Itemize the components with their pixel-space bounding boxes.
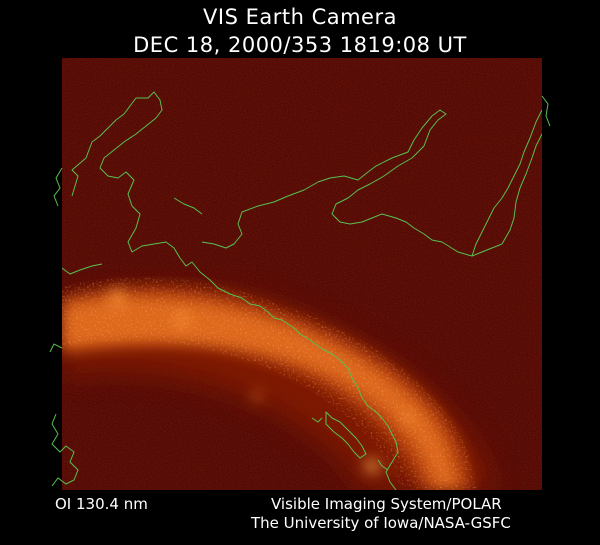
institution-credit: The University of Iowa/NASA-GSFC xyxy=(251,514,511,532)
aurora-bright-spots xyxy=(108,289,413,473)
earth-camera-svg xyxy=(62,58,542,490)
image-title: VIS Earth Camera xyxy=(203,5,397,29)
coastline-peninsula xyxy=(325,411,367,459)
coastline-alaska-west xyxy=(293,327,399,490)
filter-wavelength-label: OI 130.4 nm xyxy=(55,495,148,513)
coastline-bering xyxy=(201,109,503,257)
coastline-east xyxy=(471,109,542,257)
coastline-islands xyxy=(62,197,389,471)
earth-camera-image xyxy=(62,58,542,490)
observation-timestamp: DEC 18, 2000/353 1819:08 UT xyxy=(133,33,467,57)
coastline-north xyxy=(71,91,295,329)
instrument-credit: Visible Imaging System/POLAR xyxy=(271,495,502,513)
coastline-overlay xyxy=(62,91,542,490)
